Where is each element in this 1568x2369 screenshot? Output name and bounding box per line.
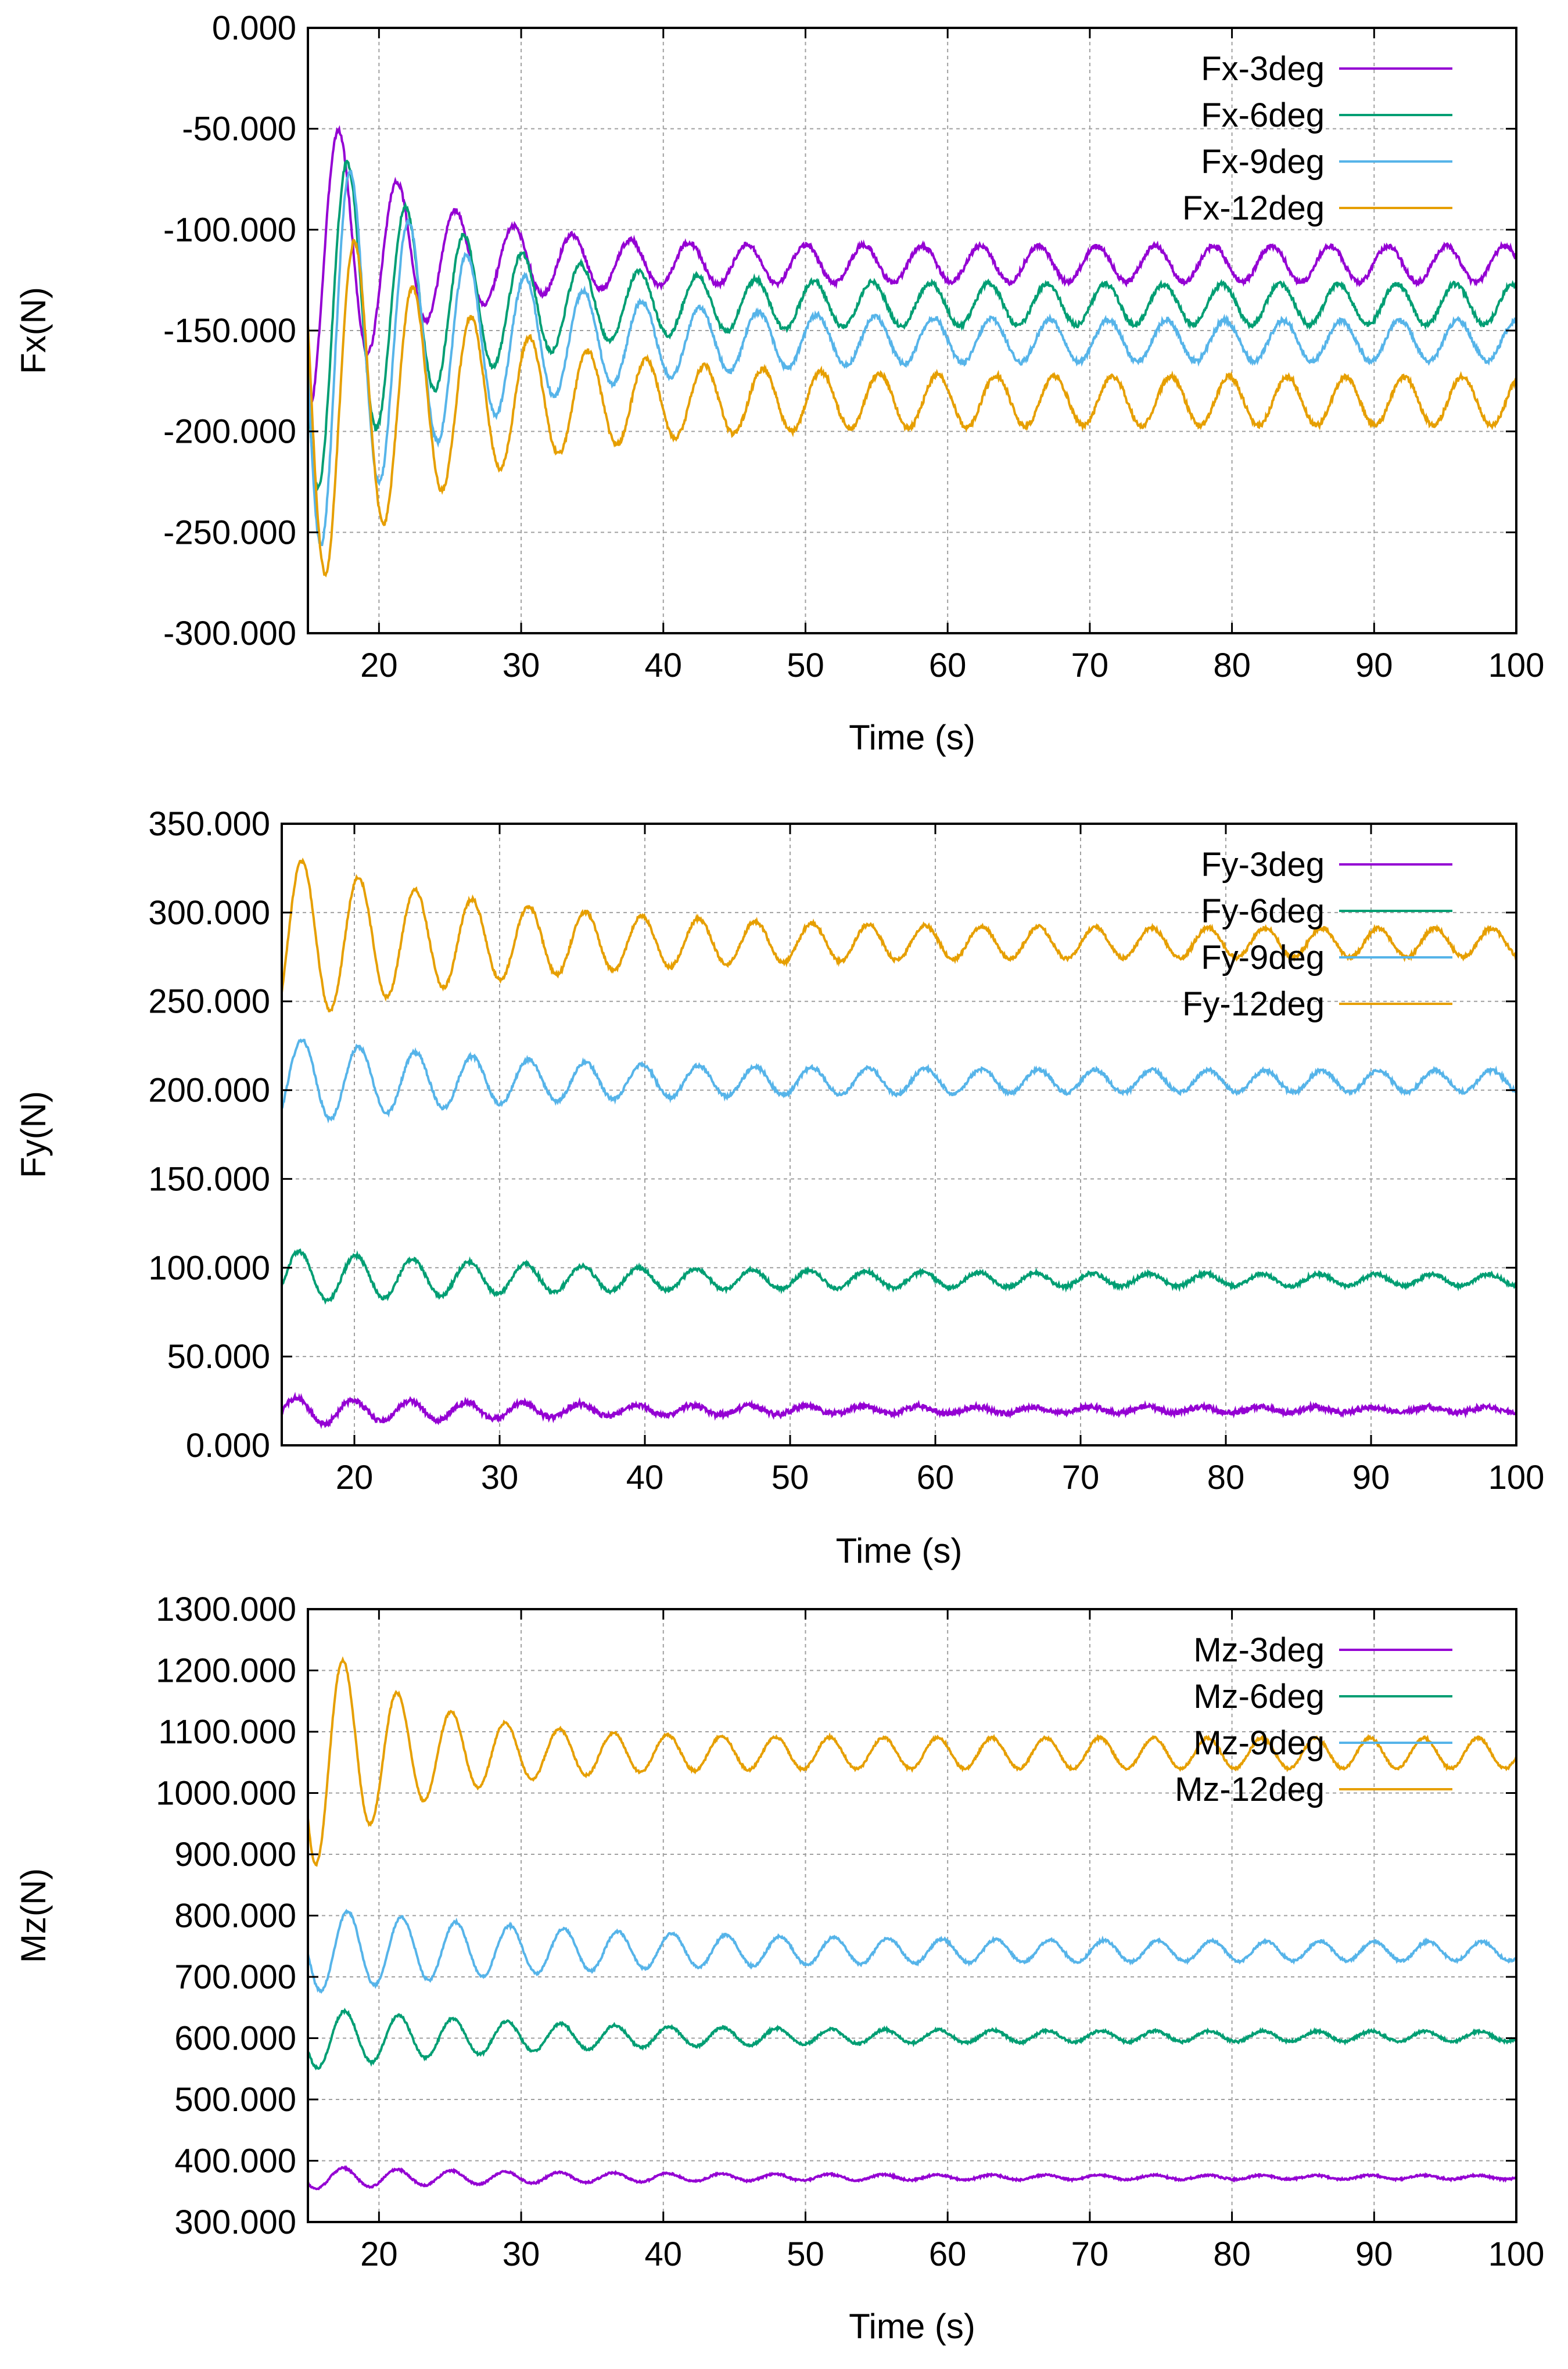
y-tick-label: -200.000 xyxy=(163,413,296,451)
series-line-Mz-6deg xyxy=(308,2007,1516,2071)
y-tick-label: -300.000 xyxy=(163,615,296,652)
y-tick-label: 0.000 xyxy=(212,9,296,47)
y-tick-label: 600.000 xyxy=(174,2020,296,2058)
series-line-Fx-3deg xyxy=(308,125,1516,410)
x-tick-label: 20 xyxy=(360,2235,398,2273)
x-axis-title: Time (s) xyxy=(849,718,975,757)
x-tick-label: 20 xyxy=(360,647,398,684)
series-line-Mz-3deg xyxy=(308,2165,1516,2191)
x-tick-label: 70 xyxy=(1071,647,1109,684)
y-tick-label: 50.000 xyxy=(167,1338,270,1376)
y-tick-label: 100.000 xyxy=(148,1249,270,1287)
x-tick-label: 60 xyxy=(917,1459,955,1496)
x-axis-title: Time (s) xyxy=(849,2307,975,2346)
series-line-Fy-12deg xyxy=(282,857,1516,1013)
legend-label: Fx-9deg xyxy=(1201,143,1325,181)
y-tick-label: -50.000 xyxy=(182,110,296,148)
y-axis-title: Mz(N) xyxy=(14,1868,53,1963)
y-tick-label: 250.000 xyxy=(148,983,270,1021)
y-tick-label: 1100.000 xyxy=(158,1713,296,1751)
x-tick-label: 90 xyxy=(1355,2235,1393,2273)
x-tick-label: 50 xyxy=(787,647,824,684)
x-tick-label: 40 xyxy=(645,647,683,684)
x-tick-label: 60 xyxy=(929,2235,967,2273)
chart-panel-1: 20 30 40 50 60 70 80 90 100 0.000 -50.000 -100.000 -… xyxy=(14,9,1544,757)
y-tick-label: 1300.000 xyxy=(156,1591,296,1628)
series-line-Fy-9deg xyxy=(282,1038,1516,1124)
y-tick-label: 900.000 xyxy=(174,1836,296,1873)
x-tick-label: 90 xyxy=(1355,647,1393,684)
y-tick-label: 300.000 xyxy=(174,2203,296,2241)
x-tick-label: 60 xyxy=(929,647,967,684)
x-tick-label: 80 xyxy=(1213,647,1251,684)
series-line-Fx-6deg xyxy=(308,159,1516,491)
x-tick-label: 30 xyxy=(503,2235,540,2273)
y-tick-label: 150.000 xyxy=(148,1160,270,1198)
x-tick-label: 30 xyxy=(481,1459,519,1496)
y-axis-title: Fy(N) xyxy=(14,1091,53,1178)
legend-label: Fy-12deg xyxy=(1182,985,1325,1023)
y-tick-label: 700.000 xyxy=(174,1958,296,1996)
legend-label: Mz-12deg xyxy=(1175,1771,1325,1808)
y-tick-label: 200.000 xyxy=(148,1072,270,1110)
x-tick-label: 80 xyxy=(1207,1459,1245,1496)
y-tick-label: 300.000 xyxy=(148,894,270,932)
y-tick-label: 800.000 xyxy=(174,1897,296,1935)
legend-label: Fy-3deg xyxy=(1201,846,1325,884)
chart-panel-2: 20 30 40 50 60 70 80 90 100 0.000 50.000 100.000 150… xyxy=(14,805,1544,1570)
series-line-Fx-12deg xyxy=(308,238,1516,578)
x-tick-label: 50 xyxy=(787,2235,824,2273)
x-tick-label: 100 xyxy=(1488,647,1545,684)
legend-label: Fx-3deg xyxy=(1201,50,1325,88)
legend-label: Fx-12deg xyxy=(1182,189,1325,227)
x-tick-label: 30 xyxy=(503,647,540,684)
series-line-Fy-3deg xyxy=(282,1391,1516,1430)
x-tick-label: 50 xyxy=(772,1459,809,1496)
y-axis-title: Fx(N) xyxy=(14,287,53,374)
chart-panel-3: 20 30 40 50 60 70 80 90 100 300.000 400.000 500.000… xyxy=(14,1591,1544,2346)
y-tick-label: 1000.000 xyxy=(156,1775,296,1812)
series-line-Mz-12deg xyxy=(308,1656,1516,1867)
y-tick-label: -250.000 xyxy=(163,514,296,551)
y-tick-label: -100.000 xyxy=(163,211,296,249)
legend-label: Mz-3deg xyxy=(1193,1631,1325,1669)
legend-label: Fy-6deg xyxy=(1201,892,1325,930)
legend-label: Mz-6deg xyxy=(1193,1678,1325,1715)
x-tick-label: 70 xyxy=(1071,2235,1109,2273)
x-tick-label: 80 xyxy=(1213,2235,1251,2273)
x-tick-label: 40 xyxy=(626,1459,664,1496)
y-tick-label: 400.000 xyxy=(174,2142,296,2180)
x-tick-label: 40 xyxy=(645,2235,683,2273)
series-line-Mz-9deg xyxy=(308,1908,1516,1994)
y-tick-label: 1200.000 xyxy=(156,1652,296,1690)
y-tick-label: -150.000 xyxy=(163,312,296,350)
x-axis-title: Time (s) xyxy=(836,1531,963,1570)
legend-label: Mz-9deg xyxy=(1193,1724,1325,1762)
series-line-Fx-9deg xyxy=(308,169,1516,547)
y-tick-label: 0.000 xyxy=(186,1427,270,1465)
x-tick-label: 90 xyxy=(1352,1459,1390,1496)
x-tick-label: 100 xyxy=(1488,2235,1545,2273)
y-tick-label: 350.000 xyxy=(148,805,270,843)
y-tick-label: 500.000 xyxy=(174,2081,296,2119)
series-line-Fy-6deg xyxy=(282,1248,1516,1305)
x-tick-label: 20 xyxy=(336,1459,374,1496)
legend-label: Fx-6deg xyxy=(1201,96,1325,134)
legend-label: Fy-9deg xyxy=(1201,939,1325,977)
x-tick-label: 100 xyxy=(1488,1459,1545,1496)
plot-frame xyxy=(281,823,1517,1446)
x-tick-label: 70 xyxy=(1062,1459,1100,1496)
